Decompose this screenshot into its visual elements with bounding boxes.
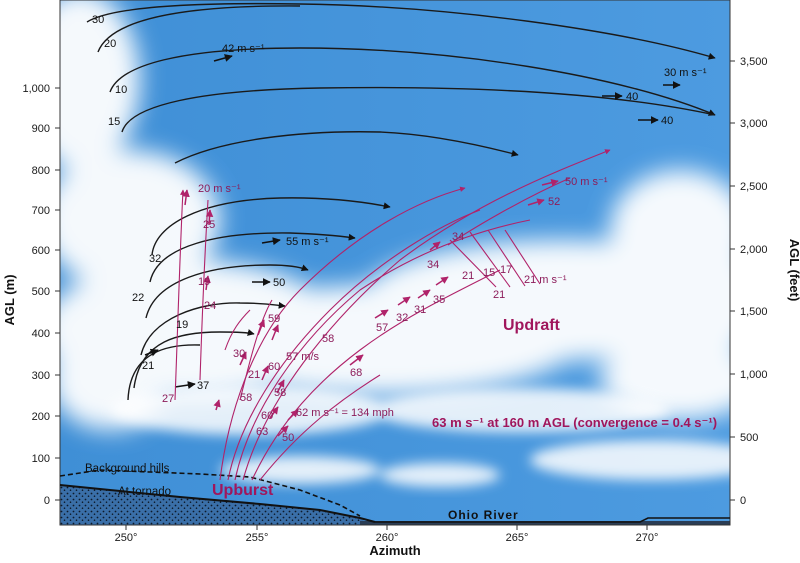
label-50ms: 50 m s⁻¹ [565,176,608,188]
label-21a: 21 [462,270,474,282]
y-right-tick: 3,500 [740,56,768,68]
y-right-tick: 1,000 [740,369,768,381]
label-10: 10 [115,84,127,96]
label-20: 20 [104,38,116,50]
y-right-tick: 1,500 [740,306,768,318]
label-15m: 15 [483,267,495,279]
label-21m: 21 [248,369,260,381]
label-32m: 32 [396,312,408,324]
updraft-label: Updraft [503,317,561,334]
at-tornado-line [59,484,376,523]
label-mph: 62 m s⁻¹ = 134 mph [296,407,394,419]
background-hills-line [59,469,361,517]
label-40b: 40 [661,115,673,127]
label-30ms: 30 m s⁻¹ [664,67,707,79]
label-19b: 19 [176,319,188,331]
y-right-tick: 2,000 [740,244,768,256]
label-35: 35 [433,294,445,306]
y-right-tick: 2,500 [740,181,768,193]
black-vectors [144,54,681,390]
upburst-label: Upburst [212,482,274,499]
y-left-tick: 900 [32,123,50,135]
x-axis: 250° 255° 260° 265° 270° Azimuth [115,525,659,558]
x-tick: 250° [115,532,138,544]
label-30m: 30 [233,348,245,360]
label-42: 42 m s⁻¹ [222,43,265,55]
magenta-vectors [182,178,559,437]
y-left-tick: 1,000 [22,83,50,95]
label-50: 50 [273,277,285,289]
ground-terrain [60,485,370,525]
label-32: 32 [149,253,161,265]
label-58b: 58 [240,392,252,404]
label-60a: 60 [268,361,280,373]
label-37: 37 [197,380,209,392]
x-tick: 260° [376,532,399,544]
x-tick: 265° [506,532,529,544]
label-21c: 21 [493,289,505,301]
label-55: 55 m s⁻¹ [286,236,329,248]
label-57: 57 [376,322,388,334]
y-left-tick: 300 [32,370,50,382]
y-left-tick: 700 [32,205,50,217]
label-15: 15 [108,116,120,128]
y-right-tick: 3,000 [740,118,768,130]
label-21b: 21 [142,360,154,372]
label-22: 22 [132,292,144,304]
label-57ms: 57 m/s [286,351,320,363]
label-34b: 34 [452,231,464,243]
label-19m: 19 [198,276,210,288]
convergence-note: 63 m s⁻¹ at 160 m AGL (convergence = 0.4… [432,415,717,430]
x-title: Azimuth [369,543,420,558]
label-63: 63 [256,426,268,438]
horizontal-streamlines [86,2,716,401]
label-52: 52 [548,196,560,208]
x-tick: 270° [636,532,659,544]
label-60b: 60 [261,410,273,422]
label-50m: 50 [282,432,294,444]
label-25: 25 [203,219,215,231]
label-17: 17 [500,264,512,276]
plot-background [60,0,730,525]
label-31: 31 [414,304,426,316]
label-24: 24 [204,300,216,312]
y-left-tick: 600 [32,245,50,257]
black-labels: 30 20 10 15 42 m s⁻¹ 30 m s⁻¹ 40 40 55 m… [92,14,707,392]
y-left-tick: 800 [32,165,50,177]
y-left-tick: 100 [32,453,50,465]
y-right-tick: 0 [740,495,746,507]
river-line [375,517,730,523]
label-27: 27 [162,393,174,405]
label-40a: 40 [626,91,638,103]
label-21ms: 21 m s⁻¹ [524,274,567,286]
y-left-tick: 400 [32,328,50,340]
y-right-title: AGL (feet) [787,239,800,302]
label-34a: 34 [427,259,439,271]
label-30: 30 [92,14,104,26]
y-left-axis: 0 100 200 300 400 500 600 700 800 900 1,… [2,83,60,507]
at-tornado-label: At tornado [118,486,171,498]
ohio-river-label: Ohio River [448,508,519,522]
y-left-tick: 500 [32,286,50,298]
magenta-labels: 20 m s⁻¹ 25 19 24 27 59 30 60 21 58 58 5… [162,176,608,444]
label-58a: 58 [322,333,334,345]
y-left-tick: 0 [44,495,50,507]
label-20ms: 20 m s⁻¹ [198,183,241,195]
y-left-title: AGL (m) [2,274,17,325]
y-right-tick: 500 [740,432,758,444]
x-tick: 255° [246,532,269,544]
y-right-axis: 0 500 1,000 1,500 2,000 2,500 3,000 3,50… [730,56,800,507]
y-left-tick: 200 [32,411,50,423]
label-68: 68 [350,367,362,379]
label-58c: 58 [274,387,286,399]
background-hills-label: Background hills [85,463,170,475]
label-59: 59 [268,313,280,325]
